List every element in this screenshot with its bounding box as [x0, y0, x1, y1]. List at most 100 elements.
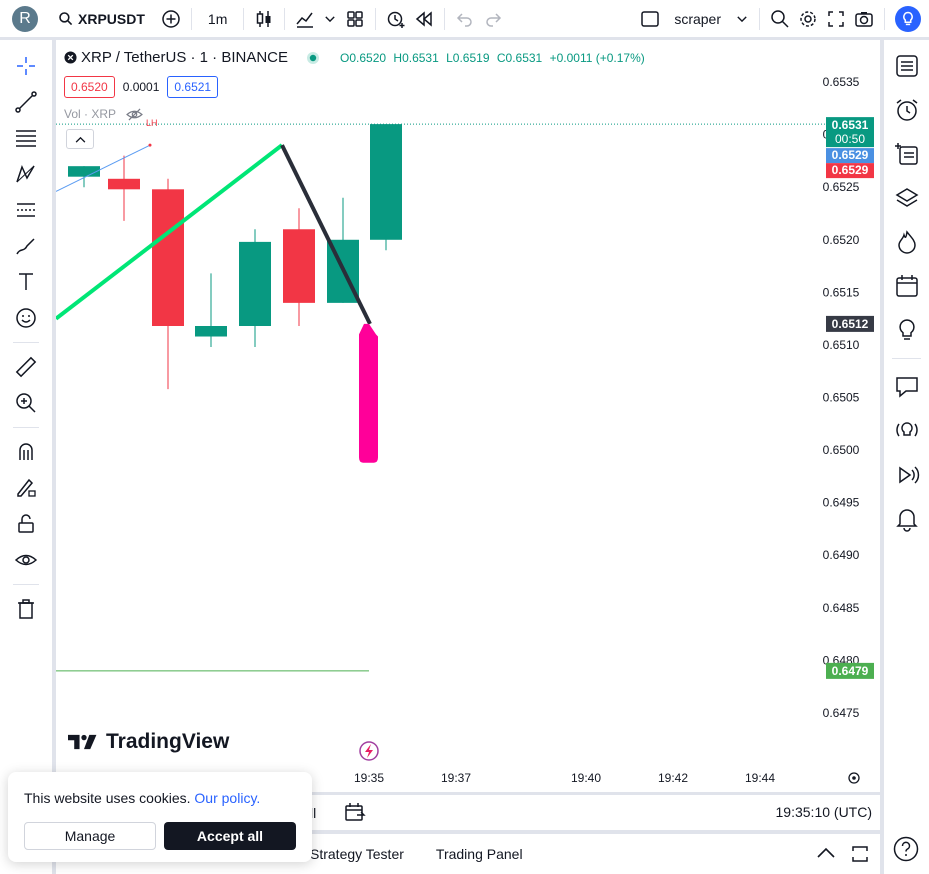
candle-body [195, 326, 227, 337]
calendar-button[interactable] [884, 264, 929, 308]
brush-tool[interactable] [0, 228, 52, 264]
time-axis-tick: 19:35 [354, 771, 384, 785]
price-axis-tick: 0.6500 [823, 443, 860, 457]
change-value: +0.0011 (+0.17%) [549, 50, 645, 65]
utc-clock[interactable]: 19:35:10 (UTC) [775, 804, 872, 820]
price-chart[interactable]: 0.65350.65300.65250.65200.65150.65100.65… [56, 40, 880, 792]
interval-button[interactable]: 1m [207, 10, 228, 27]
price-axis-tick: 0.6485 [823, 601, 860, 615]
text-tool[interactable] [0, 264, 52, 300]
manage-cookies-button[interactable]: Manage [24, 822, 156, 850]
ideas-stream-button[interactable] [884, 308, 929, 352]
layout-name-button[interactable]: scraper [664, 4, 731, 34]
maximize-panel-icon[interactable] [850, 844, 870, 864]
symbol-search-button[interactable]: XRPUSDT [54, 4, 149, 34]
divider [13, 427, 39, 428]
close-icon[interactable] [64, 51, 77, 64]
price-label-bg [826, 315, 874, 332]
magnet-tool[interactable] [0, 434, 52, 470]
price-label: 0.6512 [832, 317, 869, 331]
eye-hidden-icon[interactable] [126, 108, 143, 121]
redo-button[interactable] [479, 4, 507, 34]
layout-toggle-button[interactable] [636, 4, 664, 34]
notifications-button[interactable] [884, 497, 929, 541]
chevron-up-icon[interactable] [816, 847, 836, 859]
quick-search-button[interactable] [766, 4, 794, 34]
lock-drawings-tool[interactable] [0, 506, 52, 542]
redo-icon [486, 12, 502, 27]
buy-sell-panel: 0.6520 0.0001 0.6521 [64, 76, 219, 98]
streams-button[interactable] [884, 453, 929, 497]
time-axis-tick: 19:44 [745, 771, 775, 785]
replay-button[interactable] [410, 4, 438, 34]
time-axis-tick: 19:37 [441, 771, 471, 785]
user-avatar[interactable]: R [12, 5, 38, 32]
buy-button[interactable]: 0.6521 [167, 76, 219, 98]
snapshot-button[interactable] [850, 4, 878, 34]
alarm-clock-icon [896, 99, 917, 121]
search-zap-icon [771, 9, 789, 28]
magenta-bar [359, 323, 378, 463]
hide-drawings-tool[interactable] [0, 542, 52, 578]
tab-trading-panel[interactable]: Trading Panel [435, 846, 523, 862]
smiley-icon [16, 308, 36, 328]
layers-button[interactable] [884, 176, 929, 220]
range-all-button[interactable]: ll [310, 805, 317, 821]
price-axis-tick: 0.6505 [823, 391, 860, 405]
symbol-title: XRP / TetherUS · 1 · BINANCE [81, 49, 289, 66]
chart-type-button[interactable] [250, 4, 278, 34]
layers-icon [895, 188, 918, 207]
accept-all-button[interactable]: Accept all [164, 822, 296, 850]
widget-bar [884, 40, 929, 874]
help-icon[interactable] [893, 836, 919, 862]
cookie-policy-link[interactable]: Our policy. [194, 790, 261, 806]
sell-button[interactable]: 0.6520 [64, 76, 115, 98]
alerts-button[interactable] [884, 88, 929, 132]
crosshair-tool[interactable] [0, 48, 52, 84]
zoom-tool[interactable] [0, 385, 52, 421]
stay-drawing-tool[interactable] [0, 470, 52, 506]
undo-button[interactable] [451, 4, 479, 34]
price-axis-tick: 0.6515 [823, 285, 860, 299]
watchlist-button[interactable] [884, 44, 929, 88]
divider [13, 584, 39, 585]
goto-date-icon[interactable] [344, 802, 366, 824]
forecast-icon [17, 203, 35, 217]
settings-button[interactable] [794, 4, 822, 34]
magnet-icon [19, 443, 33, 460]
indicators-dropdown[interactable] [319, 4, 341, 34]
alert-button[interactable] [382, 4, 410, 34]
indicators-button[interactable] [291, 4, 319, 34]
pattern-icon [16, 164, 35, 183]
layout-dropdown[interactable] [731, 4, 753, 34]
trendline-tool[interactable] [0, 84, 52, 120]
collapse-legend-button[interactable] [66, 129, 94, 149]
templates-button[interactable] [341, 4, 369, 34]
price-axis-tick: 0.6495 [823, 496, 860, 510]
layout-name: scraper [674, 10, 721, 27]
cookie-text: This website uses cookies. [24, 790, 191, 806]
ideas-broadcast-button[interactable] [884, 409, 929, 453]
fib-tool[interactable] [0, 120, 52, 156]
chats-button[interactable] [884, 365, 929, 409]
remove-drawings-tool[interactable] [0, 591, 52, 627]
measure-tool[interactable] [0, 349, 52, 385]
divider [759, 7, 760, 30]
emoji-tool[interactable] [0, 300, 52, 336]
compare-symbol-button[interactable] [157, 4, 185, 34]
price-label: 0.6479 [832, 664, 869, 678]
hotlists-button[interactable] [884, 220, 929, 264]
forecast-tool[interactable] [0, 192, 52, 228]
calendar-icon [895, 275, 918, 297]
last-price-label: 0.6531 [832, 118, 869, 132]
object-tree-button[interactable] [884, 132, 929, 176]
fullscreen-button[interactable] [822, 4, 850, 34]
pattern-tool[interactable] [0, 156, 52, 192]
square-icon [641, 10, 660, 27]
chart-pane[interactable]: 0.65350.65300.65250.65200.65150.65100.65… [56, 40, 880, 792]
tradingview-logo[interactable]: TradingView [68, 730, 229, 754]
tab-strategy-tester[interactable]: Strategy Tester [310, 846, 404, 862]
low-value: L0.6519 [446, 50, 490, 65]
divider [375, 7, 377, 30]
ideas-button[interactable] [891, 4, 925, 34]
